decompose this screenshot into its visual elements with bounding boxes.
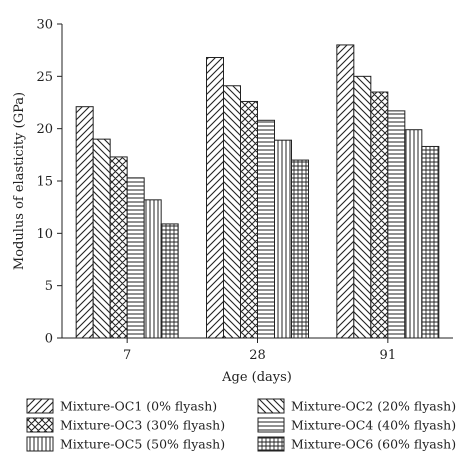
y-tick-label: 10 bbox=[36, 227, 53, 242]
x-tick-label: 7 bbox=[123, 348, 131, 363]
legend-swatch-oc5 bbox=[26, 436, 54, 452]
legend-swatch-oc1 bbox=[26, 398, 54, 414]
bar-oc4-age-7 bbox=[126, 177, 145, 339]
y-tick-label: 25 bbox=[36, 70, 53, 85]
x-tick-label: 91 bbox=[380, 348, 397, 363]
bar-oc2-age-7 bbox=[92, 138, 111, 339]
bar-oc1-age-7 bbox=[75, 106, 94, 339]
bar-oc5-age-28 bbox=[274, 139, 292, 339]
bar-oc3-age-7 bbox=[109, 156, 128, 339]
legend-swatch-oc3 bbox=[26, 417, 54, 433]
y-tick-label: 15 bbox=[36, 175, 53, 190]
legend-swatch-oc2 bbox=[257, 398, 285, 414]
y-tick-label: 30 bbox=[36, 18, 53, 33]
bar-oc2-age-91 bbox=[353, 75, 372, 339]
bar-oc5-age-7 bbox=[143, 199, 162, 339]
legend-label-oc4: Mixture-OC4 (40% flyash) bbox=[291, 418, 456, 433]
y-tick-label: 5 bbox=[45, 279, 53, 294]
legend-label-oc3: Mixture-OC3 (30% flyash) bbox=[60, 418, 225, 433]
y-axis-ticks: 0 5 10 15 20 25 30 bbox=[36, 18, 62, 347]
x-tick-label: 28 bbox=[249, 348, 266, 363]
legend-label-oc1: Mixture-OC1 (0% flyash) bbox=[60, 399, 217, 414]
bar-oc4-age-28 bbox=[257, 119, 275, 339]
bar-oc1-age-28 bbox=[206, 56, 224, 339]
legend-swatch-oc6 bbox=[257, 436, 285, 452]
legend-label-oc5: Mixture-OC5 (50% flyash) bbox=[60, 437, 225, 452]
bar-oc6-age-7 bbox=[160, 223, 179, 339]
legend: Mixture-OC1 (0% flyash) Mixture-OC2 (20% … bbox=[26, 398, 456, 452]
x-axis-ticks: 7 28 91 bbox=[123, 338, 396, 363]
x-axis-title: Age (days) bbox=[221, 370, 292, 385]
bar-oc3-age-28 bbox=[240, 100, 258, 339]
legend-label-oc6: Mixture-OC6 (60% flyash) bbox=[291, 437, 456, 452]
y-tick-label: 0 bbox=[45, 332, 53, 347]
legend-swatch-oc4 bbox=[257, 417, 285, 433]
bar-oc6-age-91 bbox=[421, 145, 440, 339]
bar-oc5-age-91 bbox=[404, 129, 423, 339]
bar-oc4-age-91 bbox=[387, 110, 406, 339]
bar-oc6-age-28 bbox=[291, 159, 309, 339]
bars-group bbox=[75, 44, 440, 339]
bar-oc1-age-91 bbox=[336, 44, 355, 339]
y-tick-label: 20 bbox=[36, 122, 53, 137]
bar-oc2-age-28 bbox=[223, 85, 241, 339]
bar-oc3-age-91 bbox=[370, 91, 389, 339]
y-axis-title: Modulus of elasticity (GPa) bbox=[12, 92, 27, 270]
legend-label-oc2: Mixture-OC2 (20% flyash) bbox=[291, 399, 456, 414]
